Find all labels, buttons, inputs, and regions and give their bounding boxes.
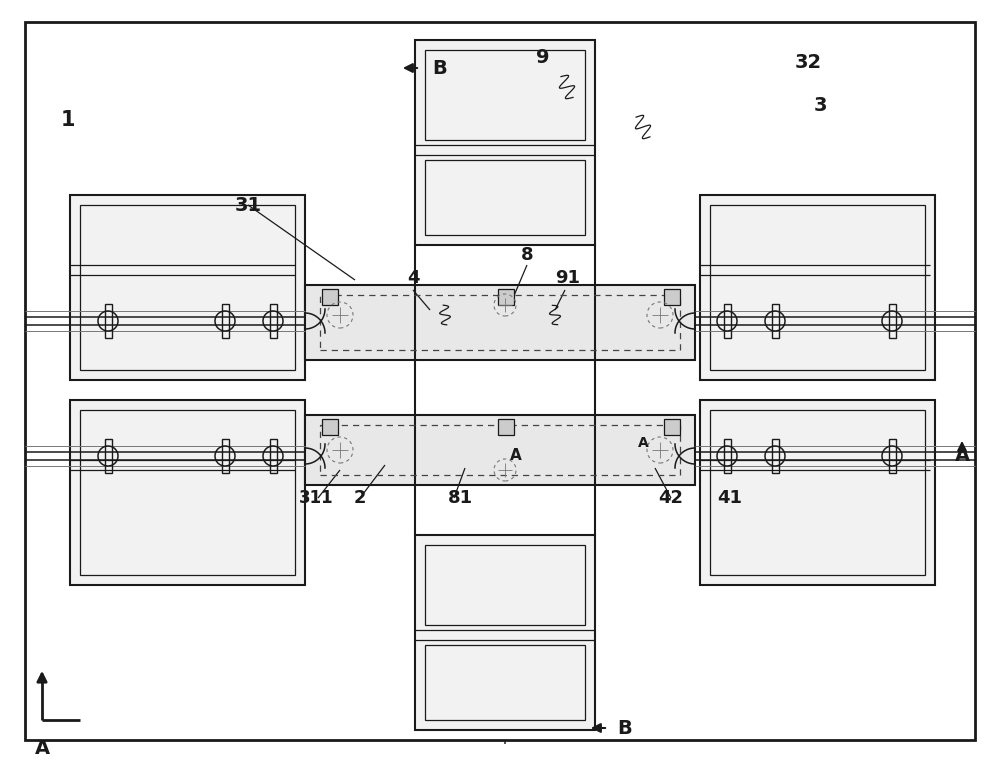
- Bar: [320, 425, 680, 475]
- Bar: [700, 195, 935, 380]
- Text: A: A: [34, 738, 50, 758]
- Bar: [322, 419, 338, 435]
- Text: 8: 8: [521, 246, 533, 264]
- Bar: [700, 400, 935, 585]
- Text: 311: 311: [299, 489, 333, 507]
- Text: B: B: [433, 58, 447, 77]
- Bar: [889, 304, 896, 338]
- Bar: [415, 535, 595, 730]
- Text: 31: 31: [234, 195, 262, 214]
- Text: A: A: [510, 447, 522, 463]
- Bar: [664, 289, 680, 305]
- Bar: [305, 285, 695, 360]
- Text: 3: 3: [813, 96, 827, 114]
- Text: 32: 32: [794, 53, 822, 71]
- Bar: [70, 195, 305, 380]
- Text: 42: 42: [658, 489, 684, 507]
- Bar: [710, 410, 925, 575]
- Text: 9: 9: [536, 47, 550, 67]
- Bar: [889, 439, 896, 473]
- Bar: [724, 304, 730, 338]
- Text: B: B: [618, 719, 632, 738]
- Bar: [105, 439, 112, 473]
- Text: 2: 2: [354, 489, 366, 507]
- Text: A: A: [638, 436, 648, 450]
- Bar: [498, 289, 514, 305]
- Text: 4: 4: [407, 269, 419, 287]
- Bar: [425, 645, 585, 720]
- Bar: [222, 304, 229, 338]
- Text: A: A: [954, 446, 970, 464]
- Bar: [80, 205, 295, 370]
- Bar: [80, 410, 295, 575]
- Bar: [70, 400, 305, 585]
- Bar: [498, 419, 514, 435]
- Bar: [710, 205, 925, 370]
- Bar: [425, 160, 585, 235]
- Bar: [270, 439, 277, 473]
- Bar: [772, 439, 778, 473]
- Text: 1: 1: [61, 110, 75, 130]
- Bar: [425, 545, 585, 625]
- Bar: [320, 295, 680, 350]
- Bar: [305, 415, 695, 485]
- Bar: [425, 50, 585, 140]
- Bar: [105, 304, 112, 338]
- Text: 91: 91: [556, 269, 580, 287]
- Bar: [270, 304, 277, 338]
- Text: 81: 81: [447, 489, 473, 507]
- Bar: [322, 289, 338, 305]
- Text: 41: 41: [718, 489, 742, 507]
- Bar: [772, 304, 778, 338]
- Bar: [664, 419, 680, 435]
- Bar: [415, 40, 595, 245]
- Bar: [724, 439, 730, 473]
- Bar: [222, 439, 229, 473]
